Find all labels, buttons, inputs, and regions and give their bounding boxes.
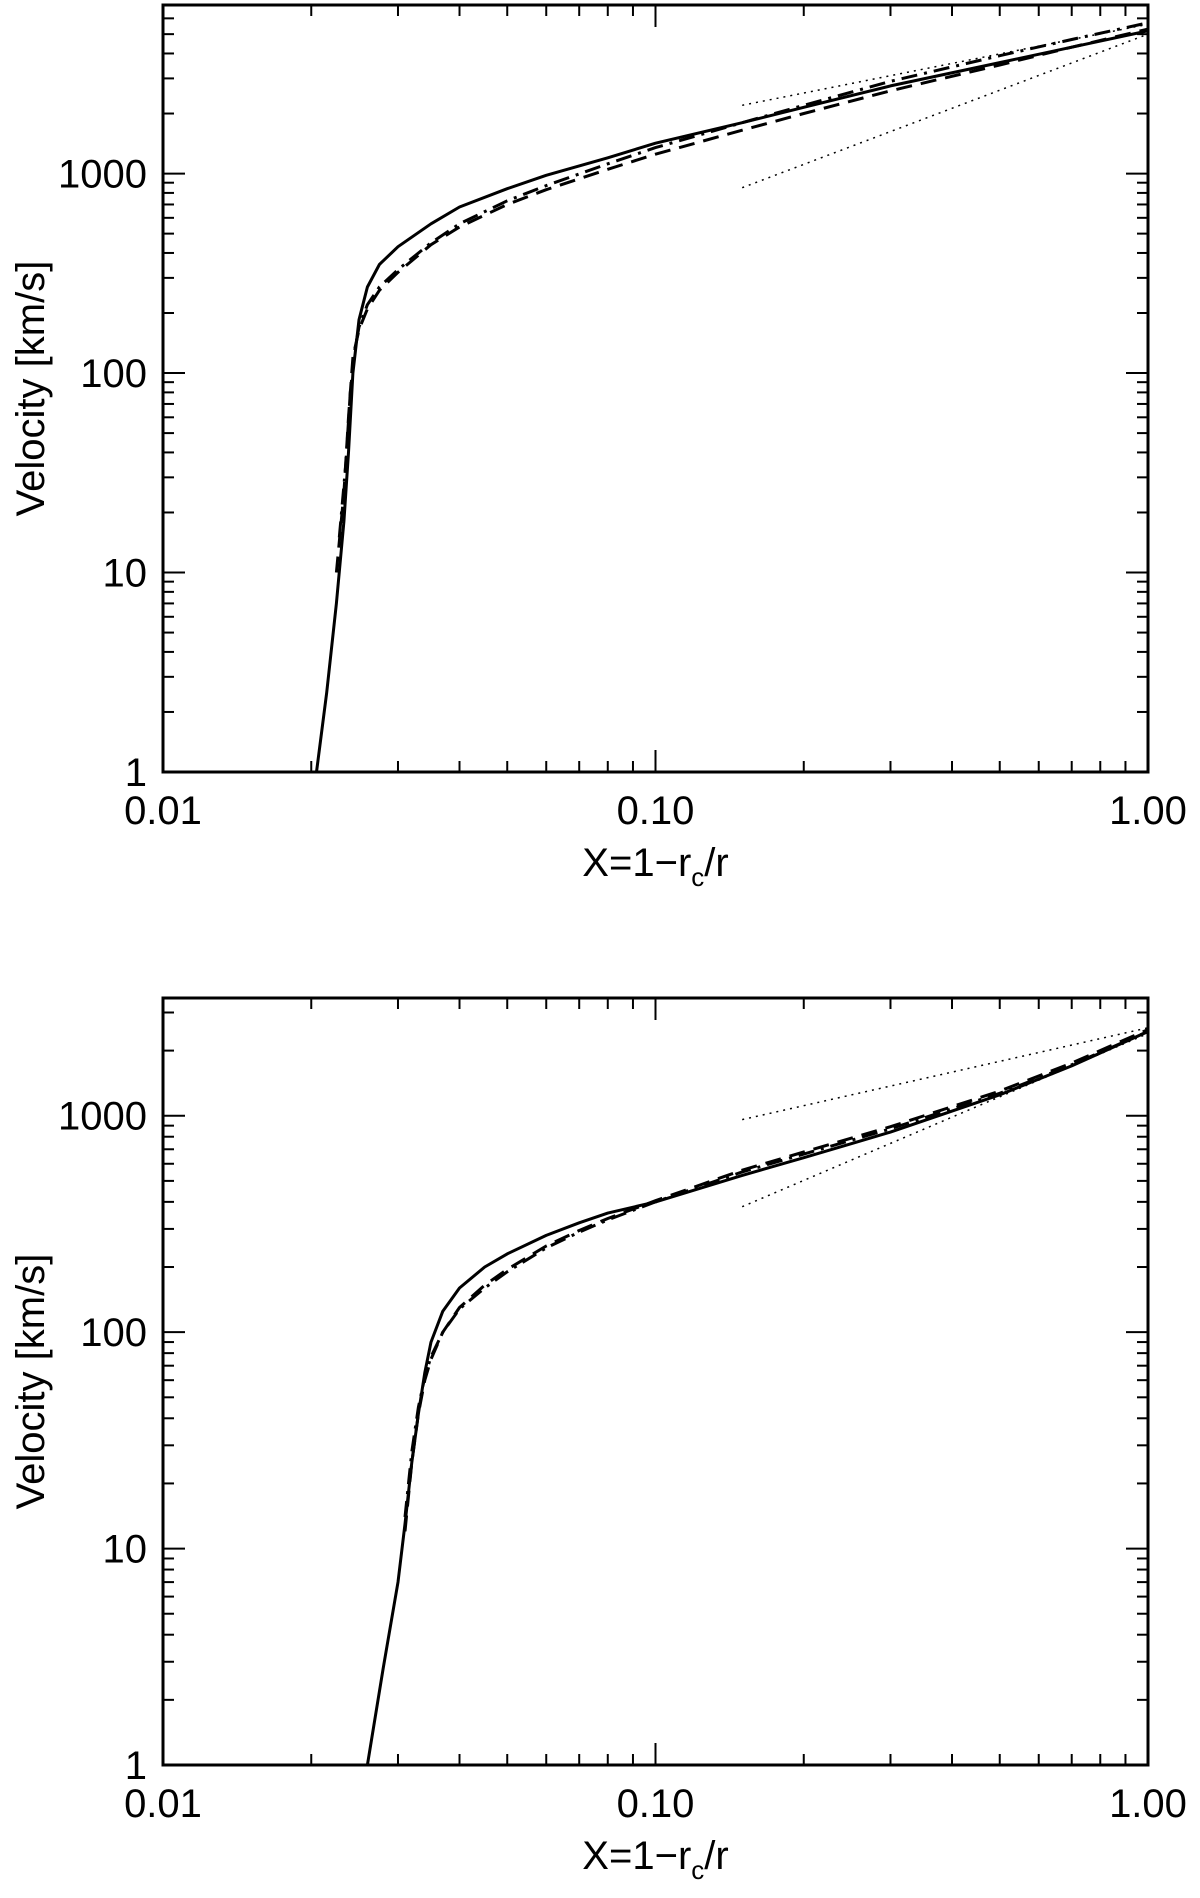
top-chart-x-axis-label: X=1−rc/r [582,841,728,892]
top-y-tick-label: 100 [80,352,147,396]
top-y-tick-label: 10 [103,552,148,596]
top-x-tick-label: 0.01 [124,789,202,833]
bottom-series-dotted-4 [742,1027,1149,1121]
top-chart-ticks [162,4,1149,773]
top-x-label-main: X=1−r [582,841,691,885]
bottom-chart-x-tick-labels: 0.01 0.10 1.00 [124,1782,1187,1826]
bottom-x-tick-label: 1.00 [1109,1782,1187,1826]
top-x-tick-label: 1.00 [1109,789,1187,833]
top-x-tick-label: 0.10 [617,789,695,833]
top-series-dotted-4 [742,23,1149,107]
bottom-y-tick-label: 1 [125,1744,147,1788]
top-series-solid-0 [315,29,1149,773]
bottom-y-tick-label: 100 [80,1311,147,1355]
top-chart-y-tick-labels: 1 10 100 1000 [58,153,147,795]
bottom-x-label-tail: /r [704,1834,728,1878]
bottom-x-label-sub: c [691,1855,704,1885]
top-x-label-tail: /r [704,841,728,885]
bottom-chart-y-axis-label: Velocity [km/s] [9,1254,53,1510]
top-y-tick-label: 1000 [58,153,147,197]
bottom-x-label-main: X=1−r [582,1834,691,1878]
bottom-x-tick-label: 0.10 [617,1782,695,1826]
top-x-label-sub: c [691,862,704,892]
bottom-chart-ticks [162,998,1149,1766]
bottom-x-tick-label: 0.01 [124,1782,202,1826]
top-chart-y-axis-label: Velocity [km/s] [9,261,53,517]
bottom-series-dashdot-2 [403,1030,1149,1518]
bottom-y-tick-label: 10 [103,1528,148,1572]
top-chart-frame [161,3,1150,774]
top-y-tick-label: 1 [125,751,147,795]
bottom-series-dashed-1 [403,1028,1149,1532]
top-chart-series [315,21,1149,773]
top-chart-panel: 0.01 0.10 1.00 1 10 100 1000 X=1−rc/r Velocit… [9,3,1187,892]
bottom-chart-series [365,1027,1149,1766]
bottom-y-tick-label: 1000 [58,1095,147,1139]
top-series-dashdot-2 [337,21,1149,538]
top-series-dashed-1 [334,27,1149,573]
bottom-chart-panel: 0.01 0.10 1.00 1 10 100 1000 X=1−rc/r Velocit… [9,996,1187,1885]
bottom-chart-frame [161,996,1150,1767]
bottom-chart-x-axis-label: X=1−rc/r [582,1834,728,1885]
top-chart-x-tick-labels: 0.01 0.10 1.00 [124,789,1187,833]
bottom-series-solid-0 [365,1030,1149,1766]
bottom-chart-y-tick-labels: 1 10 100 1000 [58,1095,147,1788]
top-series-dotted-3 [741,33,1149,189]
